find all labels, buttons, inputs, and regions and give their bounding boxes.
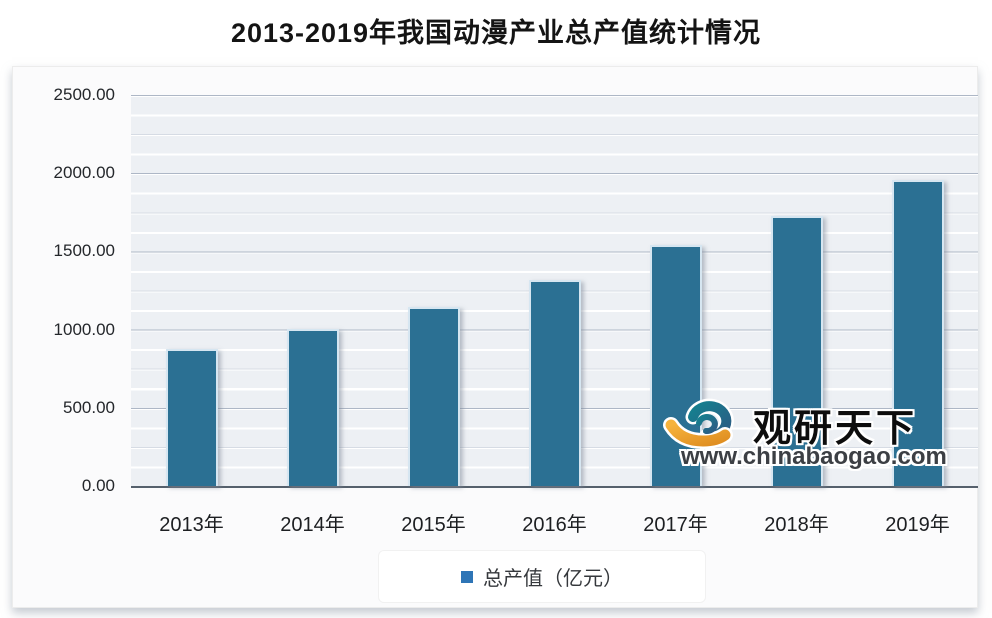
- bar: [891, 180, 944, 486]
- bar: [407, 307, 460, 486]
- brand-url: www.chinabaogao.com: [681, 443, 947, 470]
- y-axis-tick-label: 2000.00: [53, 163, 115, 183]
- watermark: 观研天下 www.chinabaogao.com: [653, 389, 973, 489]
- x-axis-tick-label: 2018年: [764, 514, 829, 536]
- legend-marker-icon: [461, 570, 473, 583]
- x-axis-tick-label: 2014年: [280, 514, 345, 536]
- x-axis-tick-label: 2013年: [159, 514, 224, 536]
- x-axis-tick-label: 2015年: [401, 514, 466, 536]
- y-axis: 2500.00 2000.00 1500.00 1000.00 500.00 0.00: [19, 85, 115, 495]
- brand-name: 观研天下: [753, 408, 918, 450]
- bar: [165, 349, 218, 486]
- y-axis-tick-label: 0.00: [81, 476, 115, 495]
- y-axis-tick-label: 1500.00: [53, 241, 115, 261]
- bar: [528, 280, 581, 486]
- y-axis-tick-label: 2500.00: [53, 85, 115, 104]
- legend-label: 总产值（亿元）: [483, 568, 623, 590]
- chart-card: 2500.00 2000.00 1500.00 1000.00 500.00 0.00 2…: [12, 66, 978, 608]
- bar: [286, 329, 339, 486]
- y-axis-tick-label: 500.00: [63, 397, 115, 417]
- bar: [770, 216, 823, 486]
- brand-logo-icon: [663, 398, 734, 450]
- y-axis-tick-label: 1000.00: [53, 319, 115, 339]
- x-axis-tick-label: 2016年: [522, 514, 587, 536]
- plot-area: [131, 95, 978, 488]
- chart-title: 2013-2019年我国动漫产业总产值统计情况: [230, 18, 762, 48]
- legend: 总产值（亿元）: [378, 550, 706, 603]
- x-axis-tick-label: 2017年: [643, 514, 708, 536]
- x-axis-tick-label: 2019年: [885, 514, 950, 536]
